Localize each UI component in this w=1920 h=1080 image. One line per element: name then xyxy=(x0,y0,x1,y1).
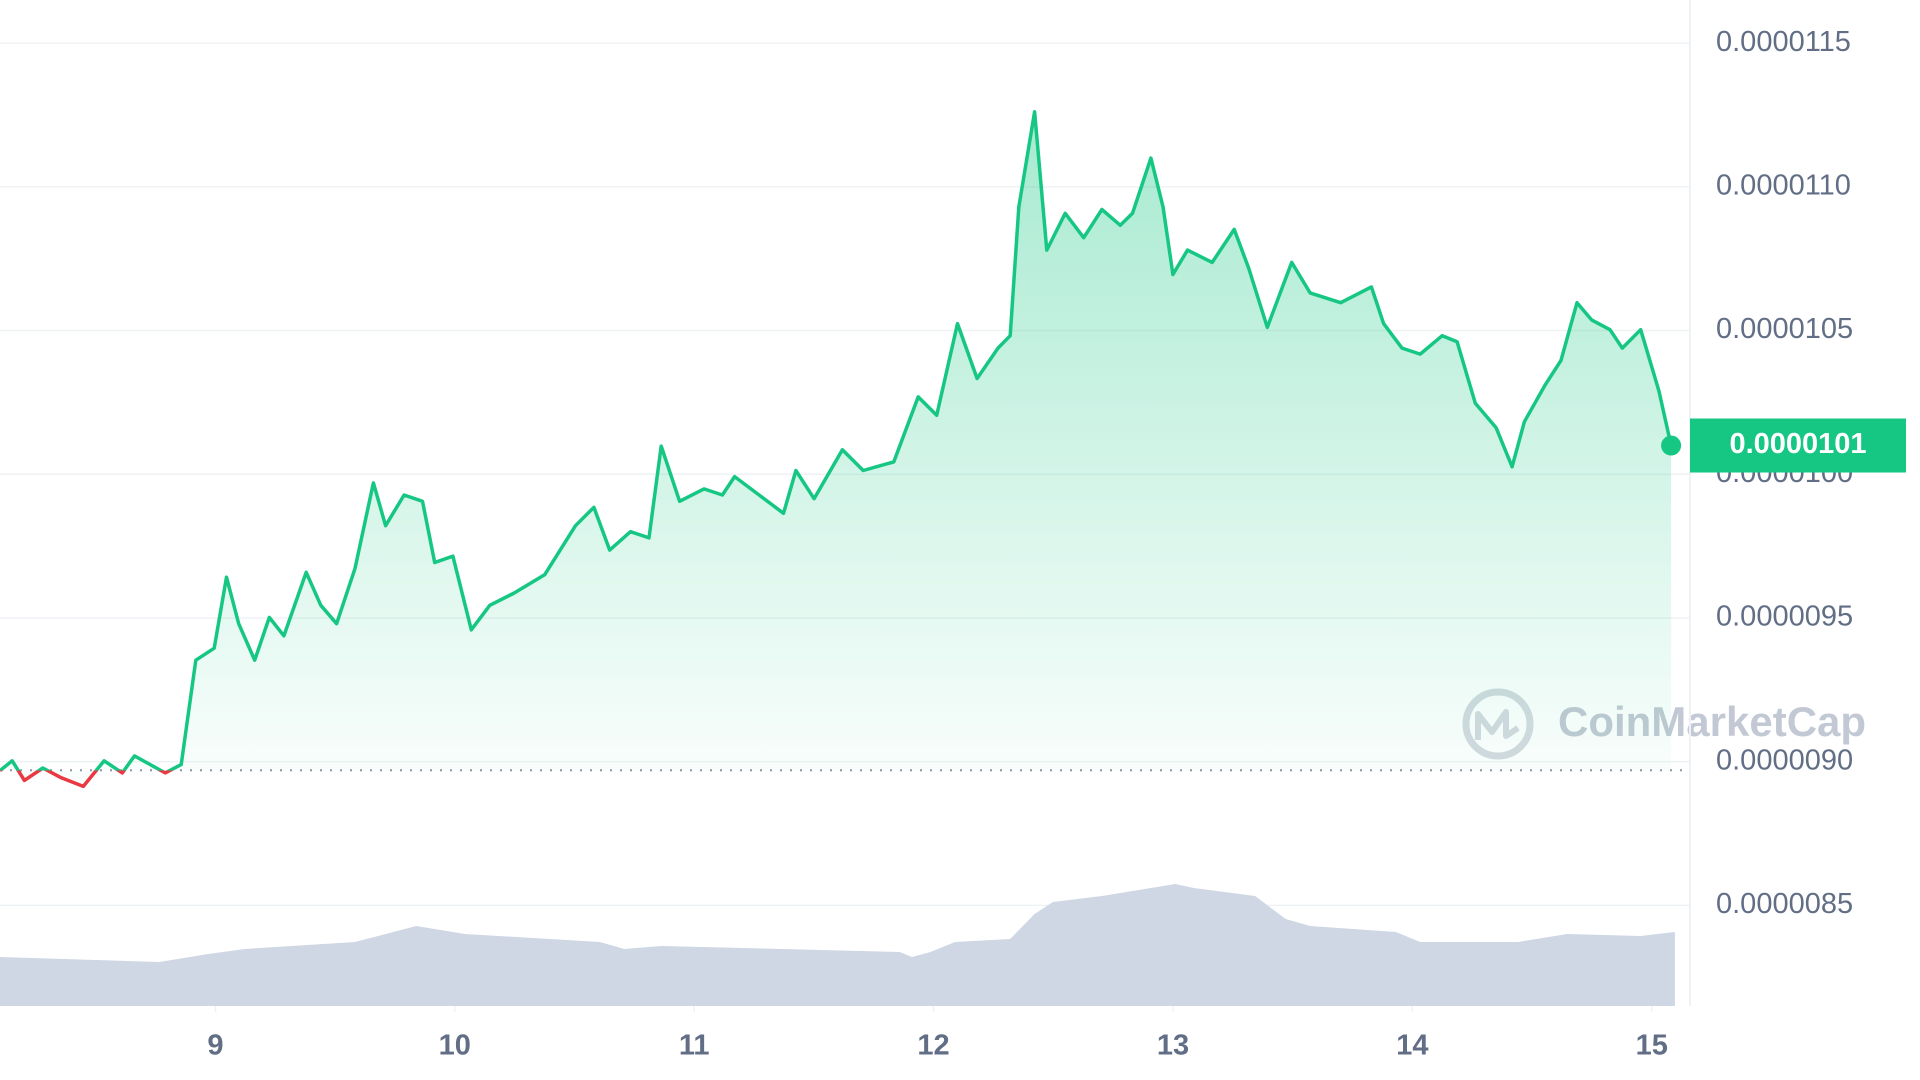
y-tick-label: 0.0000110 xyxy=(1716,169,1851,201)
y-tick-label: 0.0000095 xyxy=(1716,601,1853,633)
x-tick-label: 14 xyxy=(1396,1030,1428,1062)
y-tick-label: 0.0000105 xyxy=(1716,313,1853,345)
x-tick-label: 9 xyxy=(207,1030,223,1062)
price-tag-label: 0.0000101 xyxy=(1729,428,1866,460)
price-tag xyxy=(1690,418,1906,473)
price-area xyxy=(0,111,1672,787)
volume-area xyxy=(0,884,1675,1006)
y-tick-label: 0.0000090 xyxy=(1716,744,1853,776)
x-tick-label: 11 xyxy=(679,1030,710,1062)
price-line xyxy=(0,110,1673,789)
y-tick-label: 0.0000115 xyxy=(1716,26,1851,58)
y-tick-label: 0.0000085 xyxy=(1716,888,1853,920)
x-tick-label: 12 xyxy=(917,1030,949,1062)
last-point xyxy=(1661,435,1682,456)
x-tick-label: 10 xyxy=(439,1030,471,1062)
x-tick-label: 15 xyxy=(1636,1030,1668,1062)
x-tick-label: 13 xyxy=(1157,1030,1189,1062)
